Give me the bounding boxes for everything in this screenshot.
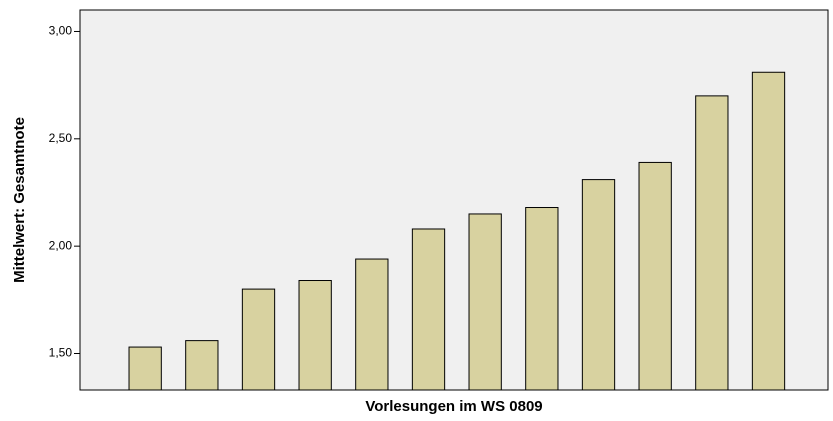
bar: [185, 340, 219, 391]
bar: [411, 228, 446, 391]
bar: [355, 258, 389, 391]
bar: [751, 71, 786, 391]
y-axis-title: Mittelwert: Gesamtnote: [11, 117, 28, 283]
y-tick-label: 2,50: [49, 131, 73, 145]
y-tick-label: 2,00: [49, 238, 73, 252]
y-tick-label: 3,00: [49, 24, 73, 38]
bar: [638, 161, 672, 391]
y-tick-label: 1,50: [49, 346, 73, 360]
bar: [241, 288, 276, 391]
bar: [298, 280, 332, 391]
bar: [581, 179, 616, 391]
bar: [525, 207, 559, 391]
x-axis-title: Vorlesungen im WS 0809: [365, 398, 542, 415]
bar: [128, 346, 162, 391]
bar: [468, 213, 502, 391]
bar: [695, 95, 729, 391]
